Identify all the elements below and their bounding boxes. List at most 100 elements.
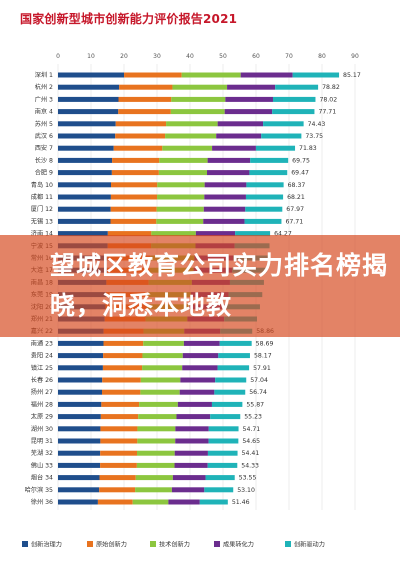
bar-segment-5 bbox=[205, 475, 235, 481]
legend-label: 创新治理力 bbox=[31, 541, 62, 549]
category-label: 湖州 30 bbox=[31, 425, 53, 433]
bar-segment-1 bbox=[58, 72, 125, 78]
bar-segment-5 bbox=[199, 499, 228, 505]
bar-segment-4 bbox=[225, 96, 273, 102]
bar-segment-2 bbox=[112, 157, 160, 163]
total-value-label: 58.17 bbox=[254, 353, 272, 360]
bar-segment-2 bbox=[124, 72, 182, 78]
category-label: 昆明 31 bbox=[31, 438, 53, 445]
bar-segment-2 bbox=[102, 377, 141, 383]
bar-segment-4 bbox=[212, 145, 256, 151]
bar-segment-1 bbox=[58, 231, 108, 237]
bar-segment-2 bbox=[103, 353, 143, 359]
bar-segment-2 bbox=[118, 96, 172, 102]
bar-segment-3 bbox=[136, 462, 175, 468]
total-value-label: 73.75 bbox=[305, 133, 323, 140]
bar-segment-4 bbox=[204, 182, 247, 188]
legend-swatch bbox=[22, 541, 28, 547]
bar-segment-3 bbox=[137, 438, 176, 444]
bar-segment-3 bbox=[170, 109, 225, 115]
bar-segment-1 bbox=[58, 414, 101, 420]
bar-segment-1 bbox=[58, 438, 101, 444]
bar-segment-5 bbox=[250, 157, 289, 163]
bar-segment-3 bbox=[166, 121, 218, 127]
bar-segment-5 bbox=[272, 96, 316, 102]
bar-segment-3 bbox=[156, 206, 204, 212]
category-label: 成都 11 bbox=[31, 193, 53, 201]
bar-segment-2 bbox=[111, 182, 158, 188]
bar-segment-5 bbox=[292, 72, 340, 78]
bar-segment-3 bbox=[140, 389, 180, 395]
bar-segment-4 bbox=[177, 401, 212, 407]
bar-segment-1 bbox=[58, 206, 111, 212]
bar-segment-1 bbox=[58, 462, 101, 468]
x-tick-label: 0 bbox=[56, 53, 60, 60]
total-value-label: 55.23 bbox=[244, 414, 262, 421]
bar-segment-1 bbox=[58, 84, 120, 90]
total-value-label: 54.65 bbox=[242, 438, 260, 445]
total-value-label: 67.97 bbox=[286, 206, 304, 213]
bar-segment-4 bbox=[183, 340, 220, 346]
total-value-label: 53.55 bbox=[239, 475, 257, 482]
total-value-label: 68.21 bbox=[287, 194, 305, 201]
bar-segment-2 bbox=[97, 499, 133, 505]
bar-segment-1 bbox=[58, 121, 116, 127]
total-value-label: 57.91 bbox=[253, 365, 271, 372]
bar-segment-3 bbox=[137, 450, 175, 456]
chart-title: 国家创新型城市创新能力评价报告2021 bbox=[20, 12, 238, 26]
legend-swatch bbox=[87, 541, 93, 547]
bar-segment-1 bbox=[58, 109, 119, 115]
bar-segment-5 bbox=[246, 182, 284, 188]
bar-segment-3 bbox=[132, 499, 169, 505]
bar-segment-1 bbox=[58, 450, 101, 456]
bar-segment-2 bbox=[115, 121, 167, 127]
bar-segment-5 bbox=[245, 206, 283, 212]
legend-label: 成果转化力 bbox=[223, 541, 254, 549]
bar-segment-5 bbox=[207, 450, 238, 456]
bar-segment-4 bbox=[179, 389, 215, 395]
bar-segment-1 bbox=[58, 170, 112, 176]
bar-segment-5 bbox=[249, 170, 288, 176]
category-label: 长沙 8 bbox=[35, 156, 53, 164]
bar-segment-4 bbox=[175, 438, 209, 444]
banner-headline: 望城区教育公司实力排名榜揭晓，洞悉本地教 bbox=[50, 251, 389, 320]
x-tick-label: 20 bbox=[120, 53, 128, 60]
bar-segment-1 bbox=[58, 487, 100, 493]
x-tick-label: 80 bbox=[318, 53, 326, 60]
bar-segment-5 bbox=[217, 365, 250, 371]
bar-segment-3 bbox=[171, 96, 226, 102]
total-value-label: 54.71 bbox=[243, 426, 261, 433]
bar-segment-2 bbox=[100, 438, 138, 444]
category-label: 济南 14 bbox=[31, 230, 53, 238]
bar-segment-2 bbox=[119, 84, 173, 90]
total-value-label: 54.41 bbox=[242, 450, 260, 457]
category-label: 无锡 13 bbox=[31, 217, 53, 225]
bar-segment-2 bbox=[103, 340, 144, 346]
total-value-label: 57.04 bbox=[250, 377, 268, 384]
bar-segment-5 bbox=[208, 438, 239, 444]
bar-segment-1 bbox=[58, 353, 104, 359]
category-label: 太原 29 bbox=[31, 413, 53, 421]
bar-segment-3 bbox=[142, 365, 183, 371]
bar-segment-2 bbox=[110, 206, 157, 212]
bar-segment-1 bbox=[58, 145, 114, 151]
bar-segment-3 bbox=[162, 145, 213, 151]
category-label: 深圳 1 bbox=[35, 71, 53, 79]
legend-swatch bbox=[214, 541, 220, 547]
bar-segment-5 bbox=[215, 377, 247, 383]
bar-segment-3 bbox=[157, 182, 205, 188]
bar-segment-5 bbox=[272, 109, 315, 115]
bar-segment-3 bbox=[142, 353, 183, 359]
total-value-label: 68.37 bbox=[288, 182, 306, 189]
bar-segment-5 bbox=[214, 389, 246, 395]
bar-segment-5 bbox=[208, 426, 239, 432]
bar-segment-5 bbox=[204, 487, 234, 493]
bar-segment-4 bbox=[203, 206, 246, 212]
x-tick-label: 50 bbox=[219, 53, 227, 60]
total-value-label: 78.02 bbox=[319, 96, 337, 103]
total-value-label: 69.47 bbox=[291, 170, 309, 177]
bar-segment-2 bbox=[100, 414, 139, 420]
total-value-label: 78.82 bbox=[322, 84, 340, 91]
bar-segment-5 bbox=[244, 218, 282, 224]
bar-segment-4 bbox=[224, 109, 273, 115]
